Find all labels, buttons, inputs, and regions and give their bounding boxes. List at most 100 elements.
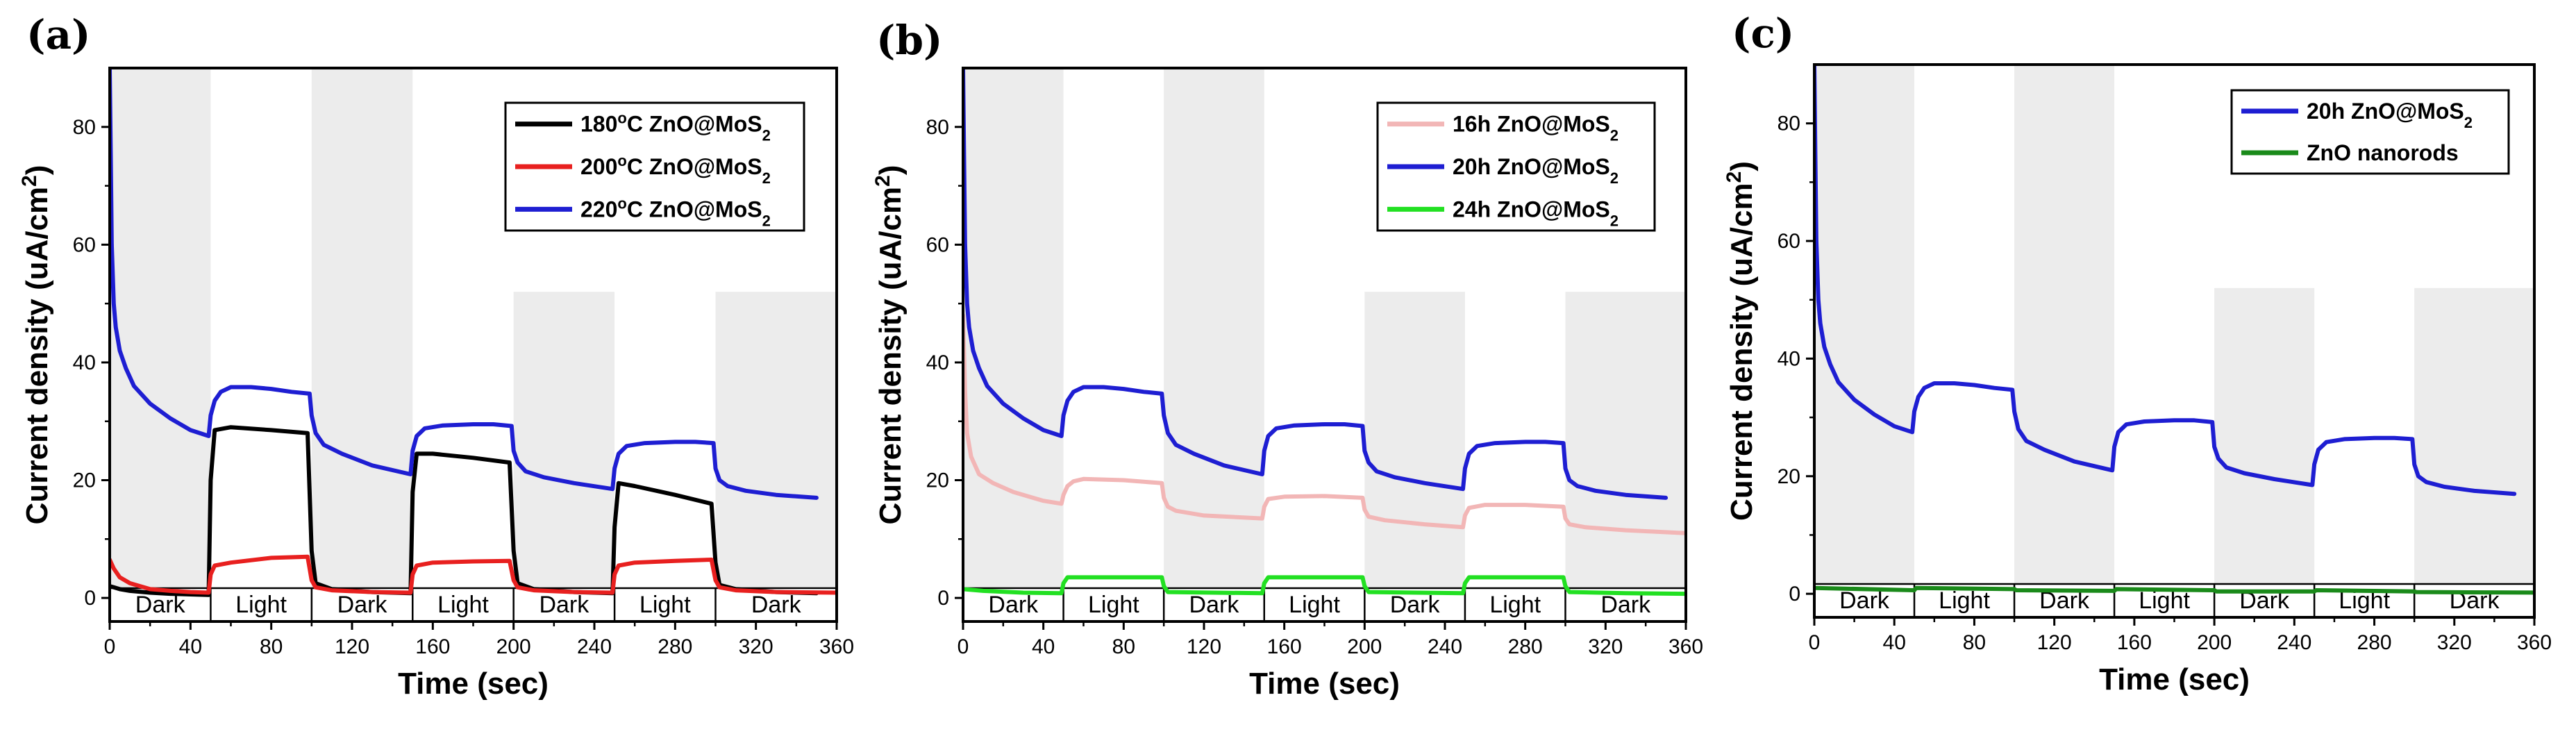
- y-tick-label: 20: [1778, 465, 1800, 488]
- y-tick-label: 20: [926, 469, 949, 492]
- phase-label-dark: Dark: [1189, 592, 1240, 618]
- dark-region-shade: [1164, 68, 1264, 588]
- x-tick-label: 240: [577, 635, 612, 658]
- phase-label-light: Light: [1289, 592, 1340, 618]
- y-tick-label: 40: [926, 351, 949, 374]
- legend-entry: 220oC ZnO@MoS2: [580, 194, 771, 229]
- x-tick-label: 200: [2197, 631, 2232, 654]
- x-tick-label: 280: [2357, 631, 2392, 654]
- dark-region-shade: [963, 68, 1064, 588]
- legend-box: [2230, 89, 2510, 175]
- x-tick-label: 40: [1883, 631, 1906, 654]
- x-tick-label: 120: [335, 635, 369, 658]
- x-tick-label: 320: [2437, 631, 2472, 654]
- dark-region-shade: [110, 68, 211, 588]
- series-line-2: [963, 575, 1686, 596]
- x-tick-label: 240: [2277, 631, 2311, 654]
- legend-entry: 20h ZnO@MoS2: [2307, 99, 2473, 131]
- y-tick-label: 80: [926, 116, 949, 139]
- legend-entry: 180oC ZnO@MoS2: [580, 109, 771, 144]
- phase-label-light: Light: [1088, 592, 1139, 618]
- phase-label-dark: Dark: [337, 592, 388, 618]
- y-tick-label: 40: [73, 351, 96, 374]
- x-tick-label: 360: [2517, 631, 2552, 654]
- y-tick-label: 20: [73, 469, 96, 492]
- y-tick-label: 0: [1789, 583, 1800, 606]
- y-tick-label: 80: [1778, 112, 1800, 135]
- x-tick-label: 360: [1668, 635, 1703, 658]
- y-tick-label: 80: [73, 116, 96, 139]
- x-tick-label: 80: [1963, 631, 1986, 654]
- panel-letter: (c): [1732, 10, 1794, 57]
- y-tick-label: 40: [1778, 347, 1800, 370]
- x-tick-label: 200: [496, 635, 531, 658]
- x-tick-label: 80: [260, 635, 283, 658]
- series-line-1: [1814, 585, 2534, 595]
- x-tick-label: 160: [415, 635, 450, 658]
- x-tick-label: 80: [1112, 635, 1135, 658]
- series-line-2: [110, 68, 819, 500]
- phase-label-dark: Dark: [751, 592, 802, 618]
- dark-region-shade: [715, 292, 837, 588]
- x-tick-label: 360: [819, 635, 854, 658]
- panel-b: (b) Dark Light Dark Light Dark Light Dark 0 40 80 1…: [871, 17, 1704, 701]
- x-tick-label: 200: [1347, 635, 1382, 658]
- series-line-0: [963, 313, 1686, 535]
- legend-entry: 200oC ZnO@MoS2: [580, 152, 771, 187]
- dark-region-shade: [513, 292, 615, 588]
- x-tick-label: 0: [957, 635, 969, 658]
- dark-region-shade: [2014, 65, 2115, 584]
- phase-label-light: Light: [639, 592, 691, 618]
- x-axis-title: Time (sec): [398, 667, 549, 701]
- legend-entry: 20h ZnO@MoS2: [1453, 154, 1619, 187]
- x-tick-label: 320: [739, 635, 773, 658]
- y-axis-title: Current density (uA/cm2): [871, 165, 908, 525]
- y-tick-label: 0: [937, 587, 949, 610]
- x-tick-label: 120: [1187, 635, 1221, 658]
- phase-label-dark: Dark: [1390, 592, 1441, 618]
- x-tick-label: 280: [658, 635, 692, 658]
- x-tick-label: 320: [1588, 635, 1623, 658]
- series-line-1: [110, 554, 837, 595]
- x-axis-title: Time (sec): [2099, 662, 2250, 696]
- phase-label-light: Light: [1489, 592, 1541, 618]
- phase-label-light: Light: [235, 592, 287, 618]
- dark-region-shade: [311, 68, 413, 588]
- dark-region-shade: [2214, 287, 2315, 584]
- x-tick-label: 0: [1809, 631, 1821, 654]
- legend: 20h ZnO@MoS2 ZnO nanorods: [2230, 89, 2510, 175]
- x-tick-label: 120: [2037, 631, 2072, 654]
- y-axis-title: Current density (uA/cm2): [18, 165, 55, 525]
- dark-region-shade: [1565, 292, 1686, 588]
- legend: 16h ZnO@MoS2 20h ZnO@MoS2 24h ZnO@MoS2: [1376, 101, 1656, 232]
- x-axis-title: Time (sec): [1249, 667, 1400, 701]
- x-tick-label: 160: [2117, 631, 2152, 654]
- phase-label-light: Light: [437, 592, 489, 618]
- phase-label-dark: Dark: [539, 592, 589, 618]
- dark-region-shade: [1364, 292, 1465, 588]
- x-tick-label: 40: [179, 635, 202, 658]
- dark-region-shade: [1814, 65, 1915, 584]
- x-tick-label: 280: [1508, 635, 1543, 658]
- y-tick-label: 60: [73, 233, 96, 256]
- series-line-1: [963, 68, 1668, 500]
- legend: 180oC ZnO@MoS2 200oC ZnO@MoS2 220oC ZnO@Mo…: [504, 101, 805, 232]
- legend-entry: ZnO nanorods: [2307, 140, 2459, 165]
- x-tick-label: 0: [104, 635, 116, 658]
- y-tick-label: 0: [84, 587, 96, 610]
- y-axis-title: Current density (uA/cm2): [1723, 161, 1759, 521]
- phase-label-light: Light: [1939, 587, 1990, 614]
- phase-label-dark: Dark: [1839, 587, 1890, 614]
- legend-entry: 16h ZnO@MoS2: [1453, 112, 1619, 144]
- legend-entry: 24h ZnO@MoS2: [1453, 197, 1619, 229]
- phase-label-dark: Dark: [1600, 592, 1651, 618]
- phase-label-dark: Dark: [988, 592, 1039, 618]
- x-tick-label: 240: [1428, 635, 1462, 658]
- dark-region-shade: [2414, 287, 2534, 584]
- series-line-0: [110, 425, 819, 597]
- x-tick-label: 40: [1032, 635, 1055, 658]
- series-line-0: [1814, 65, 2517, 496]
- panel-letter: (b): [876, 17, 942, 64]
